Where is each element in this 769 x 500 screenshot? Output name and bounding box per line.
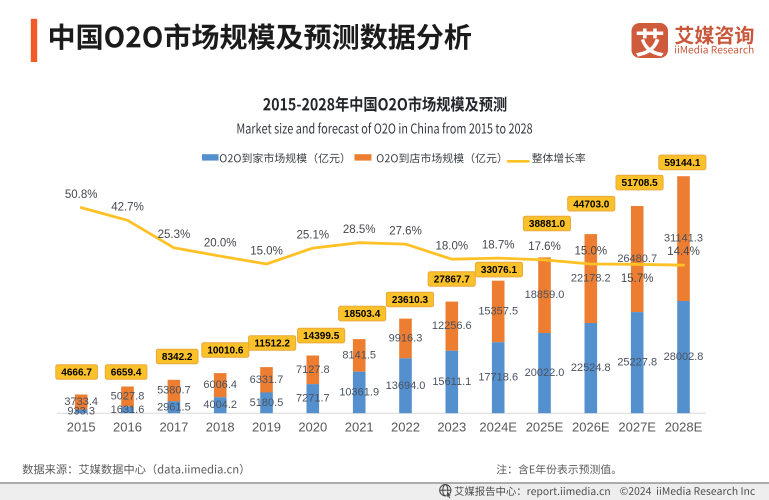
svg-text:33076.1: 33076.1	[481, 265, 518, 276]
svg-text:6659.4: 6659.4	[111, 368, 142, 379]
svg-text:4666.7: 4666.7	[61, 368, 92, 379]
svg-text:2025E: 2025E	[526, 419, 564, 434]
svg-text:18859.0: 18859.0	[525, 289, 565, 301]
svg-text:7271.7: 7271.7	[296, 393, 330, 405]
svg-text:14399.5: 14399.5	[303, 331, 340, 342]
svg-text:6006.4: 6006.4	[203, 379, 237, 391]
svg-text:933.3: 933.3	[67, 405, 95, 417]
svg-text:25.1%: 25.1%	[296, 229, 329, 241]
svg-text:2020: 2020	[298, 419, 327, 434]
svg-text:5180.5: 5180.5	[250, 397, 284, 409]
svg-text:27867.7: 27867.7	[434, 275, 471, 286]
svg-text:5027.8: 5027.8	[111, 391, 145, 403]
svg-text:2961.5: 2961.5	[157, 401, 191, 413]
svg-text:25.3%: 25.3%	[158, 229, 191, 241]
svg-text:2017: 2017	[159, 419, 188, 434]
svg-text:18.7%: 18.7%	[482, 239, 515, 251]
svg-text:2023: 2023	[437, 419, 466, 434]
svg-text:28.5%: 28.5%	[343, 224, 376, 236]
svg-text:15.7%: 15.7%	[621, 273, 654, 285]
svg-text:31141.3: 31141.3	[664, 233, 703, 245]
svg-text:2026E: 2026E	[572, 419, 610, 434]
svg-text:2018: 2018	[206, 419, 235, 434]
svg-text:15.0%: 15.0%	[250, 245, 283, 257]
svg-text:18.0%: 18.0%	[435, 241, 468, 253]
svg-text:9916.3: 9916.3	[389, 333, 423, 345]
svg-text:2027E: 2027E	[618, 419, 656, 434]
svg-text:2019: 2019	[252, 419, 281, 434]
svg-text:26480.7: 26480.7	[617, 253, 657, 265]
svg-text:42.7%: 42.7%	[111, 202, 144, 214]
svg-text:7127.8: 7127.8	[296, 364, 330, 376]
svg-text:20.0%: 20.0%	[204, 237, 237, 249]
svg-text:15611.1: 15611.1	[432, 376, 471, 388]
svg-text:15.0%: 15.0%	[574, 245, 607, 257]
svg-text:14.4%: 14.4%	[667, 246, 700, 258]
svg-text:44703.0: 44703.0	[573, 199, 610, 210]
svg-text:2024E: 2024E	[479, 419, 517, 434]
svg-text:5380.7: 5380.7	[157, 385, 191, 397]
svg-text:51708.5: 51708.5	[622, 178, 659, 189]
svg-text:13694.0: 13694.0	[386, 380, 426, 392]
svg-text:8342.2: 8342.2	[162, 352, 193, 363]
svg-text:10010.6: 10010.6	[207, 346, 244, 357]
svg-text:59144.1: 59144.1	[664, 158, 701, 169]
svg-text:2028E: 2028E	[665, 419, 703, 434]
svg-text:4004.2: 4004.2	[203, 399, 237, 411]
svg-text:6331.7: 6331.7	[250, 374, 284, 386]
svg-text:50.8%: 50.8%	[65, 189, 98, 201]
svg-text:1631.6: 1631.6	[111, 404, 145, 416]
svg-text:17718.6: 17718.6	[478, 372, 518, 384]
svg-text:27.6%: 27.6%	[389, 225, 422, 237]
svg-text:2015: 2015	[67, 419, 96, 434]
svg-text:15357.5: 15357.5	[478, 305, 518, 317]
svg-text:22178.2: 22178.2	[571, 273, 611, 285]
svg-text:28002.8: 28002.8	[664, 351, 704, 363]
svg-text:2022: 2022	[391, 419, 420, 434]
svg-text:11512.2: 11512.2	[254, 339, 290, 350]
svg-text:10361.9: 10361.9	[339, 386, 379, 398]
svg-text:3733.4: 3733.4	[64, 396, 98, 408]
svg-text:22524.8: 22524.8	[571, 362, 611, 374]
svg-text:25227.8: 25227.8	[617, 357, 657, 369]
svg-text:18503.4: 18503.4	[344, 309, 381, 320]
svg-text:12256.6: 12256.6	[432, 320, 472, 332]
svg-text:2021: 2021	[345, 419, 374, 434]
svg-text:8141.5: 8141.5	[342, 349, 376, 361]
svg-text:17.6%: 17.6%	[528, 241, 561, 253]
svg-text:38881.0: 38881.0	[529, 219, 566, 230]
svg-text:20022.0: 20022.0	[525, 367, 565, 379]
svg-text:2016: 2016	[113, 419, 142, 434]
svg-text:23610.3: 23610.3	[392, 295, 429, 306]
